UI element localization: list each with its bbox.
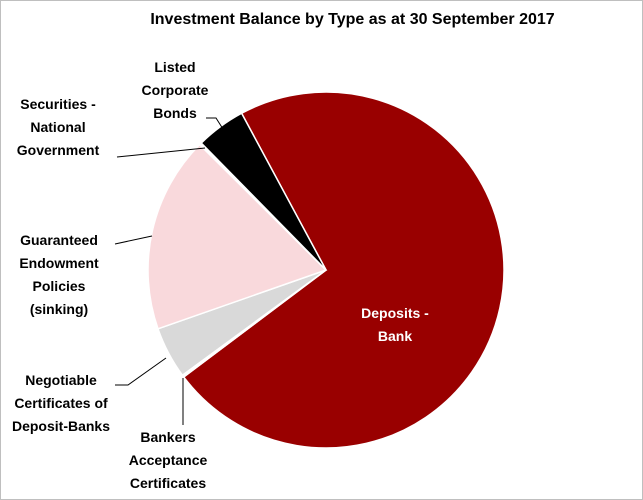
- leader-line: [206, 117, 224, 130]
- leader-line: [116, 147, 206, 158]
- slice-label: Deposits - Bank: [361, 305, 429, 344]
- leader-line: [115, 357, 167, 386]
- slice-label: Bankers Acceptance Certificates: [128, 429, 208, 491]
- slice-label: Guaranteed Endowment Policies (sinking): [19, 232, 99, 317]
- slice-label: Securities - National Government: [16, 96, 100, 158]
- pie-slice: [200, 112, 327, 271]
- pie-slice: [147, 143, 328, 330]
- leader-lines: [114, 117, 224, 425]
- leader-line: [114, 235, 153, 245]
- slice-label: Negotiable Certificates of Deposit-Banks: [11, 372, 111, 434]
- pie-slice: [182, 91, 505, 449]
- slice-label: Listed Corporate Bonds: [141, 59, 209, 121]
- chart-title: Investment Balance by Type as at 30 Sept…: [150, 11, 555, 28]
